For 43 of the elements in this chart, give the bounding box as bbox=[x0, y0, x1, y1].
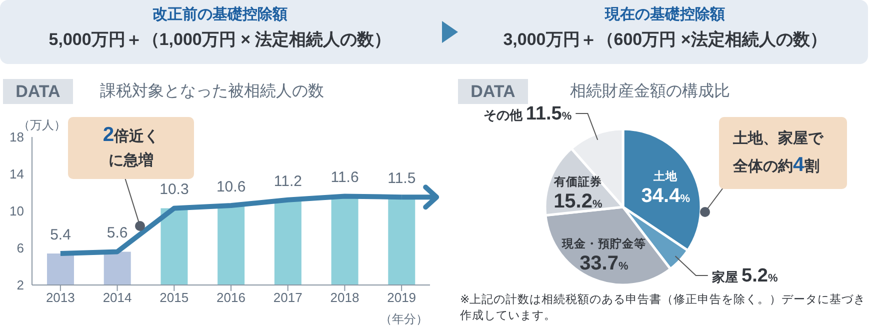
text: DATA bbox=[3, 79, 73, 104]
y-axis-title: （万人） bbox=[18, 117, 66, 132]
text: ※上記の計数は相続税額のある申告書（修正申告を除く。）データに基づき作成しています。 bbox=[460, 292, 867, 324]
slice-label: 現金・預貯金等 bbox=[560, 236, 646, 250]
slice-label: 土地 bbox=[652, 169, 679, 184]
data-label: 11.6 bbox=[330, 169, 359, 186]
data-label: 33.7% bbox=[580, 252, 629, 274]
data-label: 11.2 bbox=[274, 172, 302, 190]
data-label: 11.5 bbox=[388, 170, 416, 188]
text: 5,000万円＋（1,000万円 × 法定相続人の数） bbox=[48, 29, 392, 51]
callout-box: 土地、家屋で全体の約4割 bbox=[719, 117, 847, 189]
text: 改正前の基礎控除額 bbox=[152, 5, 288, 25]
y-tick-label: 18 bbox=[10, 130, 24, 145]
text: 現在の基礎控除額 bbox=[604, 5, 726, 25]
y-tick-label: 10 bbox=[10, 204, 24, 219]
data-label: 5.2% bbox=[742, 265, 778, 286]
annotation: 2倍近くに急増 bbox=[102, 124, 160, 169]
data-label: 10.6 bbox=[216, 178, 246, 196]
x-tick-label: 2016 bbox=[216, 290, 246, 306]
x-tick-label: 2017 bbox=[273, 290, 302, 306]
data-label: 5.6 bbox=[106, 224, 128, 242]
chart-title: 課税対象となった被相続人の数 bbox=[100, 82, 324, 102]
y-tick-label: 2 bbox=[16, 278, 24, 293]
x-tick-label: 2018 bbox=[330, 290, 360, 306]
data-label: 11.5% bbox=[526, 103, 572, 124]
slice-label: その他 bbox=[483, 107, 526, 122]
slice-label: 家屋 bbox=[710, 269, 742, 284]
data-label: 5.4 bbox=[50, 226, 71, 244]
x-tick-label: 2015 bbox=[160, 290, 189, 306]
text: DATA bbox=[458, 79, 528, 104]
slice-label: 有価証券 bbox=[552, 174, 602, 188]
x-axis-title: （年分） bbox=[380, 311, 428, 328]
data-label: 10.3 bbox=[160, 181, 189, 198]
x-tick-label: 2014 bbox=[102, 290, 132, 306]
y-tick-label: 6 bbox=[16, 240, 24, 256]
callout-box: 2倍近くに急増 bbox=[68, 117, 194, 179]
data-label: 15.2% bbox=[554, 190, 603, 212]
x-tick-label: 2019 bbox=[387, 290, 416, 306]
y-tick-label: 14 bbox=[10, 166, 24, 182]
chart-title: 相続財産金額の構成比 bbox=[570, 82, 730, 102]
x-tick-label: 2013 bbox=[46, 290, 75, 306]
text: 3,000万円＋（600万円 ×法定相続人の数） bbox=[502, 29, 828, 51]
data-label: 34.4% bbox=[641, 185, 690, 208]
